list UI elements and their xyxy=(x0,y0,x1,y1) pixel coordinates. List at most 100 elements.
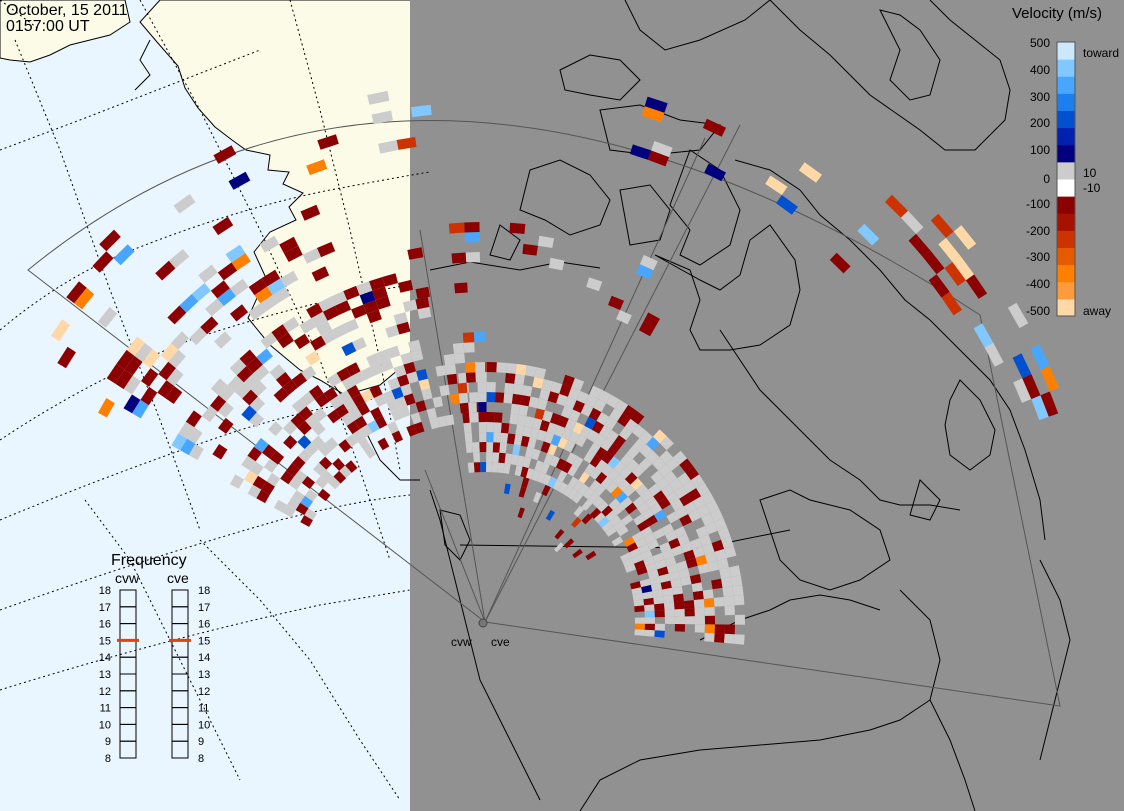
velocity-cell xyxy=(165,386,183,404)
velocity-cell xyxy=(633,514,646,526)
velocity-cell xyxy=(486,422,495,433)
velocity-cell xyxy=(660,580,672,590)
velocity-cell xyxy=(575,434,587,448)
velocity-cell xyxy=(631,531,644,543)
velocity-cell xyxy=(545,509,555,521)
velocity-cell xyxy=(256,348,273,365)
velocity-cell xyxy=(506,433,516,445)
velocity-cell xyxy=(465,252,480,263)
velocity-cell xyxy=(338,439,352,453)
velocity-cell xyxy=(688,509,702,522)
velocity-cell xyxy=(287,497,301,510)
velocity-cell xyxy=(645,496,658,509)
velocity-cell xyxy=(179,294,199,313)
velocity-cell xyxy=(513,434,523,446)
velocity-cell xyxy=(704,163,726,182)
velocity-cell xyxy=(630,477,643,491)
velocity-cell xyxy=(601,464,614,477)
velocity-cell xyxy=(674,624,685,632)
velocity-cell xyxy=(639,430,653,445)
velocity-cell xyxy=(217,288,236,307)
velocity-cell xyxy=(613,461,627,474)
velocity-cell xyxy=(654,610,665,618)
velocity-cell xyxy=(540,441,551,454)
velocity-cell xyxy=(329,395,344,410)
velocity-cell xyxy=(624,418,639,433)
velocity-cell xyxy=(311,311,328,327)
velocity-cell xyxy=(410,104,432,118)
velocity-cell xyxy=(413,421,425,434)
velocity-cell xyxy=(543,453,554,465)
frequency-scale-label: 10 xyxy=(198,719,210,731)
velocity-cell xyxy=(938,237,961,262)
velocity-cell xyxy=(370,407,383,421)
velocity-cell xyxy=(549,455,560,468)
velocity-cell xyxy=(589,385,603,399)
velocity-cell xyxy=(316,241,336,258)
velocity-cell xyxy=(345,460,358,473)
velocity-cell xyxy=(1022,374,1041,400)
velocity-cell xyxy=(249,396,265,413)
velocity-cell xyxy=(250,380,267,397)
velocity-cell xyxy=(417,306,432,319)
velocity-cell xyxy=(520,466,529,478)
velocity-cell xyxy=(288,476,302,491)
velocity-cell xyxy=(683,549,696,561)
velocity-cell xyxy=(586,277,603,292)
velocity-cell xyxy=(248,278,268,296)
velocity-cell xyxy=(504,453,513,465)
velocity-cell xyxy=(692,590,704,600)
velocity-cell xyxy=(930,213,954,238)
velocity-cell xyxy=(140,386,158,406)
velocity-cell xyxy=(256,489,270,504)
velocity-cell xyxy=(448,222,465,234)
velocity-cell xyxy=(659,450,674,464)
velocity-cell xyxy=(525,468,535,480)
velocity-cell xyxy=(273,499,287,513)
velocity-cell xyxy=(632,496,646,509)
velocity-cell xyxy=(626,445,640,459)
velocity-cell xyxy=(1007,302,1029,329)
velocity-cell xyxy=(166,368,184,387)
velocity-cell xyxy=(316,320,333,336)
velocity-cell xyxy=(142,349,161,369)
velocity-cell xyxy=(637,520,650,532)
velocity-cell xyxy=(638,543,650,554)
velocity-cell xyxy=(776,195,798,215)
velocity-cell xyxy=(528,396,540,409)
velocity-cell xyxy=(398,279,414,293)
velocity-cell xyxy=(393,312,408,325)
velocity-cell xyxy=(407,247,424,260)
velocity-cell xyxy=(734,614,745,625)
velocity-cell xyxy=(704,624,715,634)
velocity-cell xyxy=(479,432,487,443)
velocity-cell xyxy=(252,475,267,490)
velocity-cell xyxy=(661,549,674,560)
velocity-cell xyxy=(564,396,577,410)
colorbar-tick-label: 100 xyxy=(1030,143,1050,157)
velocity-cell xyxy=(398,405,411,418)
velocity-cell xyxy=(126,336,145,356)
velocity-cell xyxy=(291,490,305,503)
velocity-cell xyxy=(352,337,367,351)
frequency-scale-label: 8 xyxy=(105,753,111,765)
velocity-cell xyxy=(589,507,602,519)
velocity-cell xyxy=(321,329,337,345)
velocity-cell xyxy=(478,422,487,433)
velocity-cell xyxy=(352,429,366,443)
velocity-cell xyxy=(559,384,572,397)
velocity-cell xyxy=(492,442,501,453)
velocity-cell xyxy=(366,309,382,324)
velocity-cell xyxy=(705,551,717,564)
velocity-cell xyxy=(663,471,678,485)
velocity-cell xyxy=(360,366,375,381)
velocity-cell xyxy=(493,422,502,433)
colorbar-swatch xyxy=(1057,110,1075,129)
velocity-cell xyxy=(722,586,734,597)
velocity-cell xyxy=(581,499,593,511)
velocity-cell xyxy=(201,405,218,423)
velocity-cell xyxy=(297,420,312,435)
velocity-cell xyxy=(351,393,366,408)
velocity-cell xyxy=(572,491,584,504)
